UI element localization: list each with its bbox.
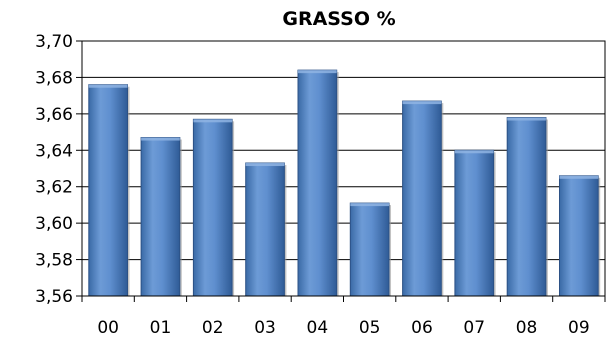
bar-group bbox=[89, 85, 130, 296]
bar-group bbox=[193, 119, 234, 296]
bar-highlight bbox=[141, 138, 180, 141]
x-category-label: 08 bbox=[516, 318, 538, 338]
bar-group bbox=[403, 101, 444, 296]
y-tick-label: 3,60 bbox=[35, 214, 73, 234]
bar-highlight bbox=[193, 119, 232, 122]
y-tick-label: 3,70 bbox=[35, 32, 73, 52]
bar-highlight bbox=[455, 150, 494, 153]
bar-highlight bbox=[403, 101, 442, 104]
bar-group bbox=[141, 138, 182, 296]
x-category-label: 00 bbox=[97, 318, 119, 338]
bar-group bbox=[350, 203, 391, 296]
y-tick-label: 3,58 bbox=[35, 251, 73, 271]
y-axis-tick-labels: 3,70 3,68 3,66 3,64 3,62 3,60 3,58 3,56 bbox=[35, 32, 73, 307]
x-category-label: 02 bbox=[202, 318, 224, 338]
y-tick-label: 3,68 bbox=[35, 68, 73, 88]
x-category-label: 06 bbox=[411, 318, 433, 338]
y-tick-label: 3,64 bbox=[35, 141, 73, 161]
bar bbox=[89, 85, 128, 296]
bar bbox=[507, 118, 546, 297]
bar-highlight bbox=[350, 203, 389, 206]
y-tick-label: 3,62 bbox=[35, 178, 73, 198]
bar-layer bbox=[89, 70, 600, 296]
bar-group bbox=[246, 163, 287, 296]
y-tick-label: 3,56 bbox=[35, 287, 73, 307]
x-category-label: 01 bbox=[150, 318, 172, 338]
bar-group bbox=[298, 70, 339, 296]
x-category-label: 04 bbox=[307, 318, 329, 338]
bar-highlight bbox=[89, 85, 128, 88]
bar bbox=[141, 138, 180, 296]
bar-highlight bbox=[507, 118, 546, 121]
x-category-label: 05 bbox=[359, 318, 381, 338]
x-axis-category-labels: 00 01 02 03 04 05 06 07 08 09 bbox=[97, 318, 589, 338]
x-category-label: 09 bbox=[568, 318, 590, 338]
bar-highlight bbox=[246, 163, 285, 166]
x-category-label: 07 bbox=[463, 318, 485, 338]
bar-group bbox=[507, 118, 548, 297]
x-category-label: 03 bbox=[254, 318, 276, 338]
bar-group bbox=[559, 176, 600, 296]
bar-highlight bbox=[559, 176, 598, 179]
bar bbox=[559, 176, 598, 296]
bar bbox=[455, 150, 494, 296]
bar-group bbox=[455, 150, 496, 296]
bar bbox=[193, 119, 232, 296]
y-tick-label: 3,66 bbox=[35, 105, 73, 125]
bar bbox=[298, 70, 337, 296]
chart-title: GRASSO % bbox=[282, 8, 395, 30]
bar-highlight bbox=[298, 70, 337, 73]
bar bbox=[403, 101, 442, 296]
bar bbox=[246, 163, 285, 296]
bar bbox=[350, 203, 389, 296]
